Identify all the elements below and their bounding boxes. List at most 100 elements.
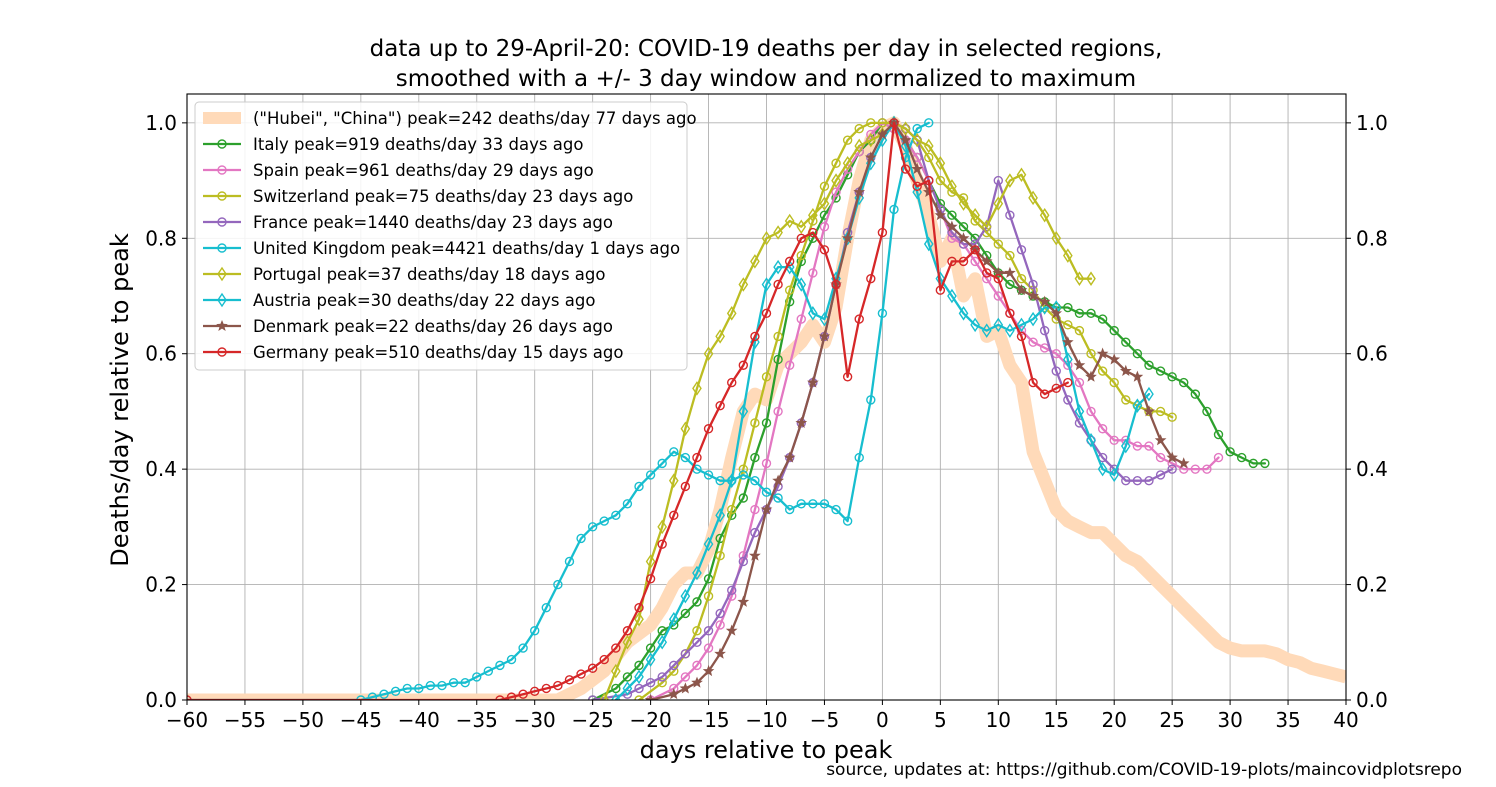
data-point [958,196,969,211]
data-point [610,692,621,700]
data-point [1063,302,1073,313]
data-point [773,406,783,417]
data-point [1144,386,1154,402]
legend-label: United Kingdom peak=4421 deaths/day 1 da… [253,239,680,258]
data-point [924,152,934,163]
data-point [738,404,749,419]
data-point [761,372,772,382]
data-point [530,686,540,697]
data-point [1109,467,1120,483]
data-point [854,138,865,154]
data-point [680,452,691,463]
plot-area: −60 −55 −50 −45 −40 −35 −30 −25 −20 −15 −10 −5 0 5 10 1… [145,93,1388,732]
data-point [889,204,899,215]
data-point [796,219,807,235]
data-point [611,643,621,653]
data-point [530,626,540,636]
data-point [911,162,924,174]
data-point [982,268,992,278]
data-point [808,306,818,321]
data-point [957,232,970,244]
data-point [866,118,876,128]
x-tick-label: 25 [1159,708,1184,732]
data-point [854,452,864,463]
data-point [702,664,715,677]
data-point [912,123,922,134]
data-point [518,643,528,653]
data-point [808,207,818,223]
data-point [692,597,702,607]
data-point [773,493,783,503]
data-point [402,683,412,694]
data-point [946,220,958,232]
data-point [460,677,470,688]
data-point [761,277,772,292]
data-point [1086,433,1096,448]
data-point [773,354,783,365]
legend-label: ("Hubei", "China") peak=242 deaths/day 7… [253,109,697,128]
legend-label: Germany peak=510 deaths/day 15 days ago [253,343,623,362]
x-tick-label: 30 [1217,708,1242,732]
data-point [634,669,644,685]
data-point [727,504,737,515]
data-point [367,692,378,700]
data-point [692,637,702,647]
data-point [669,660,679,671]
data-point [993,175,1003,186]
data-point [1179,377,1189,388]
data-point [784,360,795,370]
x-tick-label: 5 [934,708,947,732]
data-point [472,672,482,682]
legend-swatch-marker [216,319,228,331]
data-point [912,132,923,148]
data-point [947,233,957,243]
data-point [796,277,807,292]
data-point [866,273,876,284]
x-tick-label: 35 [1275,708,1300,732]
data-point [1144,475,1154,486]
data-point [784,213,795,229]
data-point [1109,435,1119,445]
y-tick-label-left: 0.2 [145,573,177,597]
data-point [1051,231,1062,246]
data-point [715,551,725,561]
data-point [1109,377,1119,388]
y-tick-label-left: 0.8 [145,226,177,250]
data-point [819,222,830,232]
data-point [760,503,773,515]
data-point [1167,464,1177,474]
data-point [611,510,621,521]
data-point [1119,364,1132,376]
data-point [645,652,656,667]
data-point [715,608,725,619]
x-tick-label: −10 [745,708,787,732]
data-point [761,487,772,497]
data-point [726,473,737,488]
data-point [610,663,621,679]
x-tick-label: −35 [456,708,498,732]
data-point [854,123,864,134]
data-point [1236,452,1247,463]
x-tick-label: 20 [1101,708,1126,732]
data-point [1016,167,1027,183]
y-tick-label-left: 0.0 [145,688,177,712]
data-point [703,643,714,653]
legend-item: ("Hubei", "China") peak=242 deaths/day 7… [203,109,697,128]
data-point [518,689,528,699]
data-point [599,692,610,700]
legend-item: United Kingdom peak=4421 deaths/day 1 da… [203,239,680,258]
data-point [807,376,819,388]
legend-swatch-marker [217,139,227,149]
data-point [1063,395,1073,405]
data-point [981,219,992,235]
data-point [958,306,969,321]
data-point [553,579,563,590]
data-point [980,255,993,267]
data-point [414,683,424,694]
data-point [1097,424,1108,434]
data-point [853,185,866,198]
data-point [1167,372,1177,382]
data-point [1062,352,1073,367]
y-tick-label-right: 0.2 [1356,573,1388,597]
